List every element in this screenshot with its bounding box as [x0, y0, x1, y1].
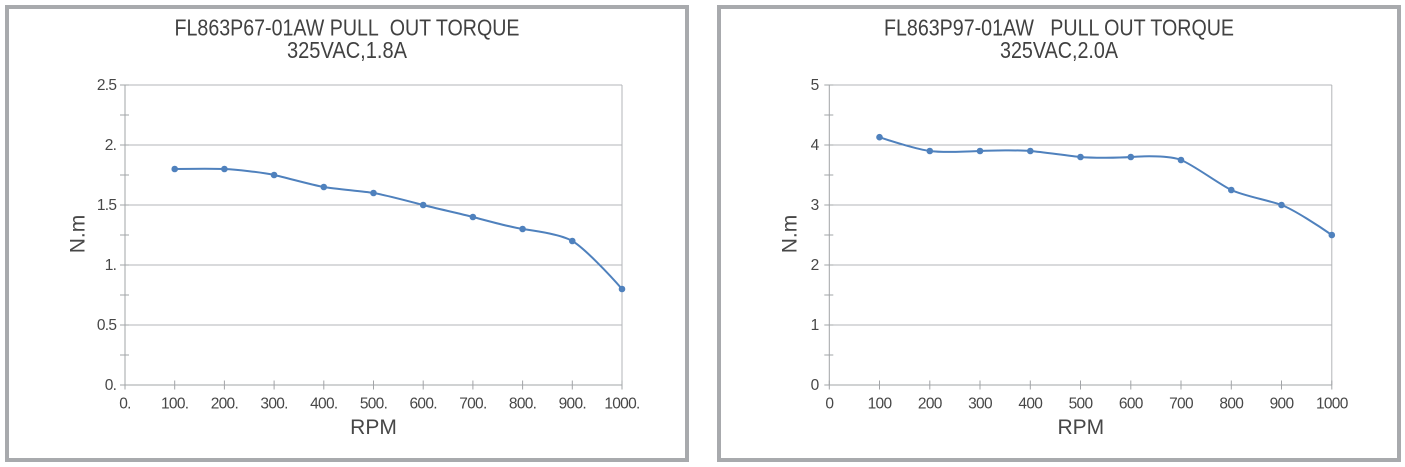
svg-text:RPM: RPM	[1057, 416, 1104, 439]
svg-text:200.: 200.	[211, 395, 238, 412]
svg-text:100.: 100.	[161, 395, 188, 412]
svg-text:400: 400	[1018, 395, 1043, 412]
svg-text:1000.: 1000.	[604, 395, 639, 412]
svg-text:1.: 1.	[105, 257, 117, 274]
svg-text:325VAC,2.0A: 325VAC,2.0A	[1000, 37, 1119, 63]
svg-text:N.m: N.m	[67, 215, 90, 254]
svg-text:N.m: N.m	[779, 215, 802, 254]
svg-text:RPM: RPM	[350, 416, 397, 439]
svg-text:5: 5	[811, 77, 819, 94]
svg-text:0.: 0.	[119, 395, 131, 412]
svg-text:400.: 400.	[310, 395, 337, 412]
svg-text:1000: 1000	[1316, 395, 1349, 412]
svg-text:700: 700	[1169, 395, 1194, 412]
svg-text:1.5: 1.5	[97, 197, 117, 214]
svg-text:200: 200	[918, 395, 943, 412]
svg-text:700.: 700.	[459, 395, 486, 412]
svg-text:FL863P97-01AW PULL OUT TORQU: FL863P97-01AW PULL OUT TORQUE	[884, 14, 1234, 40]
svg-text:0: 0	[825, 395, 834, 412]
svg-text:800.: 800.	[509, 395, 536, 412]
svg-text:0.: 0.	[105, 377, 117, 394]
svg-text:4: 4	[811, 137, 820, 154]
svg-text:325VAC,1.8A: 325VAC,1.8A	[287, 37, 408, 63]
svg-text:FL863P67-01AW PULL OUT TORQUE: FL863P67-01AW PULL OUT TORQUE	[175, 14, 520, 40]
svg-text:900: 900	[1270, 395, 1295, 412]
svg-text:3: 3	[811, 197, 819, 214]
svg-text:0: 0	[811, 377, 820, 394]
svg-text:600: 600	[1119, 395, 1144, 412]
svg-text:100: 100	[868, 395, 893, 412]
svg-text:500.: 500.	[360, 395, 387, 412]
svg-text:500: 500	[1069, 395, 1094, 412]
svg-text:0.5: 0.5	[97, 317, 117, 334]
svg-text:300: 300	[968, 395, 993, 412]
svg-text:900.: 900.	[559, 395, 586, 412]
svg-text:1: 1	[811, 317, 819, 334]
svg-text:2: 2	[811, 257, 819, 274]
svg-text:800: 800	[1219, 395, 1244, 412]
svg-text:600.: 600.	[410, 395, 437, 412]
svg-text:2.: 2.	[105, 137, 117, 154]
svg-text:300.: 300.	[260, 395, 287, 412]
svg-text:2.5: 2.5	[97, 77, 117, 94]
